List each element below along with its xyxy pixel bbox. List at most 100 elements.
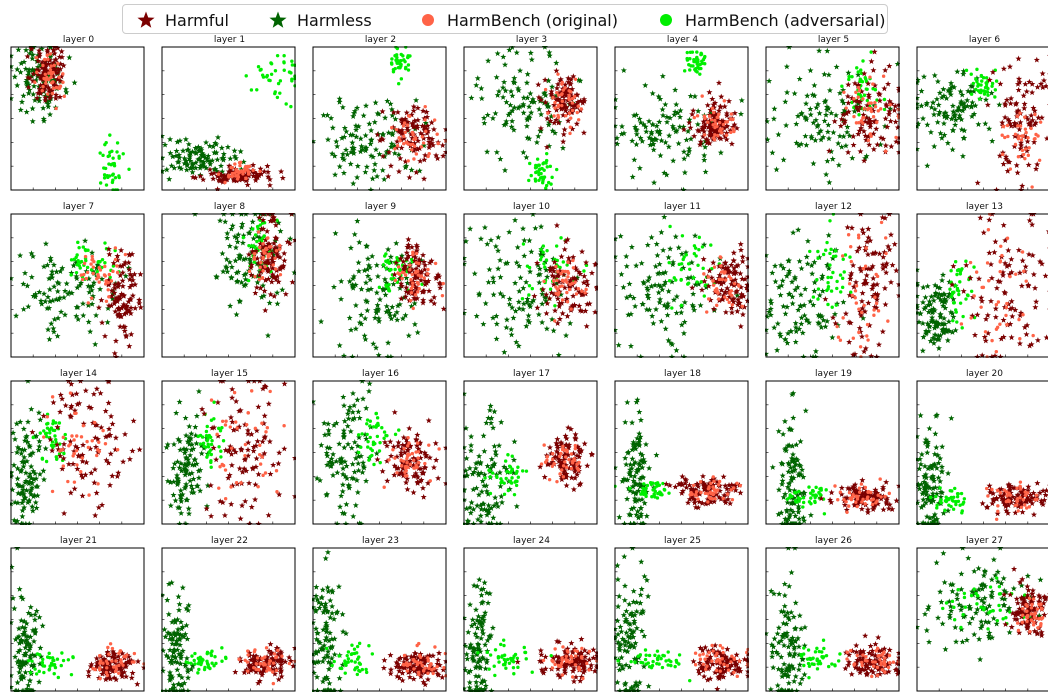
harmbench-adversarial-point — [816, 297, 819, 300]
harmful-point — [579, 248, 585, 254]
harmless-point — [66, 54, 72, 60]
harmbench-original-point — [82, 424, 85, 427]
harmbench-adversarial-point — [970, 73, 973, 76]
harmless-point — [214, 156, 220, 162]
harmbench-adversarial-point — [848, 255, 851, 258]
harmful-point — [699, 287, 705, 293]
harmless-point — [950, 127, 956, 133]
harmbench-original-point — [972, 294, 975, 297]
harmless-point — [353, 302, 359, 308]
harmless-point — [374, 290, 380, 296]
harmbench-adversarial-point — [62, 452, 65, 455]
harmful-point — [1031, 271, 1037, 277]
harmbench-original-point — [250, 389, 253, 392]
harmless-point — [528, 249, 534, 255]
harmbench-adversarial-point — [75, 271, 78, 274]
harmless-point — [986, 126, 992, 132]
harmful-point — [88, 470, 94, 476]
harmbench-original-point — [737, 284, 740, 287]
harmless-point — [666, 288, 672, 294]
harmbench-adversarial-point — [115, 150, 118, 153]
harmful-point — [861, 70, 867, 76]
harmful-point — [1016, 87, 1022, 93]
harmless-point — [936, 102, 942, 108]
harmless-point — [364, 307, 370, 313]
harmless-point — [524, 123, 530, 129]
harmbench-adversarial-point — [957, 293, 960, 296]
harmbench-original-point — [245, 423, 248, 426]
harmbench-original-point — [83, 262, 86, 265]
harmless-point — [528, 50, 534, 56]
scatter-plot — [312, 213, 447, 358]
harmbench-adversarial-point — [965, 69, 968, 72]
harmbench-adversarial-point — [255, 240, 258, 243]
harmless-point — [30, 118, 36, 124]
harmful-point — [278, 168, 284, 174]
harmbench-original-point — [568, 288, 571, 291]
harmless-point — [637, 165, 643, 171]
harmbench-original-point — [221, 420, 224, 423]
harmbench-original-point — [884, 149, 887, 152]
harmbench-original-point — [839, 338, 842, 341]
harmful-point — [718, 94, 724, 100]
harmbench-adversarial-point — [699, 53, 702, 56]
harmbench-adversarial-point — [107, 162, 110, 165]
harmless-point — [655, 271, 661, 277]
harmless-point — [654, 252, 660, 258]
harmbench-original-point — [999, 259, 1002, 262]
harmless-point — [363, 280, 369, 286]
harmful-point — [103, 408, 109, 414]
harmbench-original-point — [874, 105, 877, 108]
harmbench-original-point — [268, 390, 271, 393]
harmbench-original-point — [67, 444, 70, 447]
harmless-point — [17, 252, 23, 258]
harmbench-adversarial-point — [45, 460, 48, 463]
harmbench-original-point — [1005, 306, 1008, 309]
harmbench-original-point — [855, 284, 858, 287]
harmbench-original-point — [711, 279, 714, 282]
harmbench-original-point — [552, 114, 555, 117]
harmful-point — [864, 272, 870, 278]
harmful-point — [262, 413, 268, 419]
harmless-point — [502, 62, 508, 68]
harmless-point — [354, 218, 360, 224]
harmbench-adversarial-point — [674, 278, 677, 281]
harmbench-adversarial-point — [546, 165, 549, 168]
harmbench-original-point — [995, 328, 998, 331]
harmbench-original-point — [851, 294, 854, 297]
harmbench-original-point — [61, 72, 64, 75]
harmless-point — [62, 288, 68, 294]
harmbench-adversarial-point — [537, 173, 540, 176]
harmbench-original-point — [1006, 124, 1009, 127]
harmbench-original-point — [261, 256, 264, 259]
harmbench-original-point — [423, 276, 426, 279]
harmbench-original-point — [259, 261, 262, 264]
harmbench-original-point — [258, 444, 261, 447]
harmbench-original-point — [997, 300, 1000, 303]
harmless-point — [224, 256, 230, 262]
harmbench-original-point — [703, 114, 706, 117]
harmless-point — [328, 115, 334, 121]
harmbench-adversarial-point — [407, 63, 410, 66]
harmbench-adversarial-point — [534, 179, 537, 182]
harmbench-original-point — [103, 273, 106, 276]
harmbench-adversarial-point — [545, 249, 548, 252]
harmless-point — [692, 233, 698, 239]
harmless-point — [485, 112, 491, 118]
harmful-point — [1029, 222, 1035, 228]
harmbench-original-point — [877, 309, 880, 312]
harmless-point — [783, 311, 789, 317]
harmbench-original-point — [397, 265, 400, 268]
harmbench-adversarial-point — [386, 260, 389, 263]
harmbench-original-point — [857, 331, 860, 334]
harmful-point — [239, 447, 245, 453]
harmless-point — [495, 234, 501, 240]
harmbench-adversarial-point — [202, 442, 205, 445]
harmbench-original-point — [405, 141, 408, 144]
harmbench-adversarial-point — [102, 166, 105, 169]
harmless-point — [927, 298, 933, 304]
harmbench-adversarial-point — [111, 181, 114, 184]
harmless-point — [342, 418, 348, 424]
harmbench-adversarial-point — [73, 258, 76, 261]
harmless-point — [654, 241, 660, 247]
